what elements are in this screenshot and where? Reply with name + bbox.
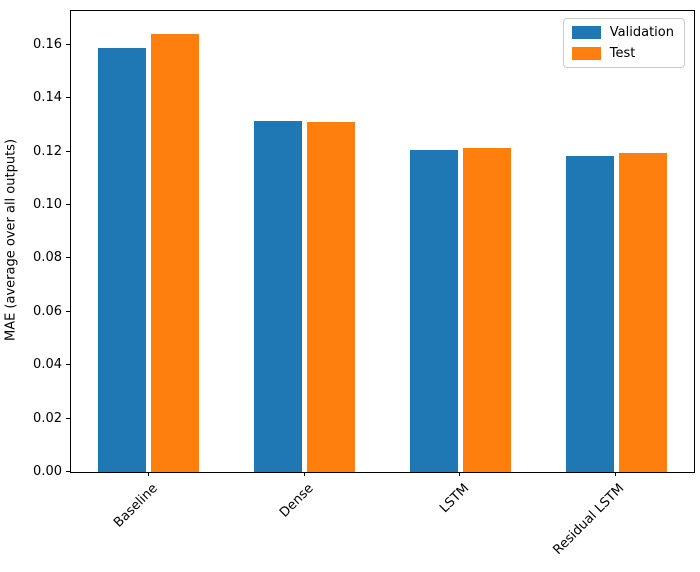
x-tick-label: Dense: [276, 481, 317, 521]
x-tick-label: Residual LSTM: [550, 481, 628, 558]
bar-test-baseline: [151, 34, 200, 472]
bar-validation-dense: [254, 120, 303, 472]
legend-row: Validation: [571, 25, 674, 40]
legend-swatch-icon: [571, 47, 601, 60]
y-tick-label: 0.08: [33, 250, 62, 266]
legend: Validation Test: [562, 18, 685, 68]
bar-validation-lstm: [409, 150, 458, 472]
x-tick-mark: [459, 472, 461, 476]
y-tick-mark: [66, 97, 70, 99]
bar-test-lstm: [462, 147, 511, 472]
y-tick-mark: [66, 43, 70, 45]
y-axis-label: MAE (average over all outputs): [3, 138, 19, 342]
y-tick-mark: [66, 471, 70, 472]
bar-validation-residual-lstm: [565, 155, 614, 472]
x-tick-mark: [147, 472, 149, 476]
legend-label: Test: [609, 46, 636, 61]
x-tick-label: Baseline: [110, 481, 161, 531]
y-tick-mark: [66, 364, 70, 366]
y-tick-mark: [66, 150, 70, 152]
y-tick-label: 0.16: [33, 36, 62, 52]
y-tick-label: 0.14: [33, 90, 62, 106]
y-tick-label: 0.04: [33, 357, 62, 373]
bar-test-dense: [307, 122, 356, 472]
x-tick-mark: [615, 472, 617, 476]
y-tick-mark: [66, 310, 70, 312]
y-tick-label: 0.00: [33, 464, 62, 479]
bar-validation-baseline: [98, 47, 147, 472]
y-tick-mark: [66, 417, 70, 419]
y-tick-mark: [66, 257, 70, 259]
legend-label: Validation: [609, 25, 674, 40]
legend-row: Test: [571, 46, 674, 61]
y-tick-label: 0.06: [33, 303, 62, 319]
y-tick-label: 0.02: [33, 410, 62, 426]
y-tick-label: 0.10: [33, 197, 62, 213]
bar-test-residual-lstm: [618, 153, 667, 472]
y-tick-mark: [66, 204, 70, 206]
x-tick-label: LSTM: [436, 481, 472, 517]
y-tick-label: 0.12: [33, 143, 62, 159]
x-tick-mark: [303, 472, 305, 476]
plot-area: Validation Test: [70, 10, 695, 473]
legend-swatch-icon: [571, 26, 601, 39]
